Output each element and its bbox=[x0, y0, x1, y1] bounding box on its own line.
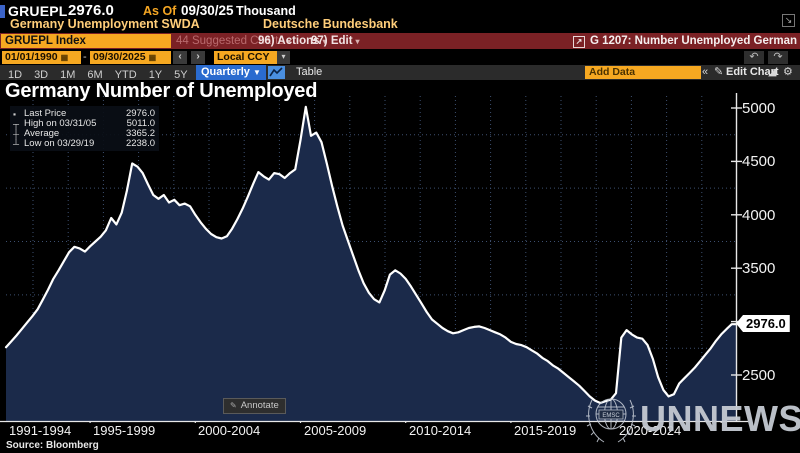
chart-toolbar: 1D3D1M6MYTD1Y5YMax Quarterly ▼ Table Add… bbox=[0, 65, 800, 81]
x-axis-label: 2020-2024 bbox=[619, 423, 682, 438]
calendar-icon: ▦ bbox=[60, 53, 69, 62]
chart-plot-area[interactable] bbox=[0, 80, 800, 423]
range-bar: 01/01/1990 ▦ - 09/30/2025 ▦ ‹ › Local CCY … bbox=[0, 50, 800, 65]
header-row-1: GRUEPL 2976.0 As Of 09/30/25 Thousand ↘ bbox=[0, 2, 800, 27]
end-date-input[interactable]: 09/30/2025 ▦ bbox=[90, 51, 171, 64]
legend-value: 5011.0 bbox=[126, 118, 155, 129]
edit-chart-button[interactable]: Edit Chart bbox=[726, 66, 779, 78]
last-price-marker-icon: ▪ bbox=[13, 109, 17, 119]
as-of-date: 09/30/25 bbox=[181, 3, 234, 18]
pencil-icon[interactable]: ✎ bbox=[714, 66, 724, 78]
annotate-pencil-icon: ✎ bbox=[230, 401, 237, 410]
legend-label: Average bbox=[24, 128, 60, 139]
prev-period-button[interactable]: ‹ bbox=[173, 51, 187, 64]
average-marker-icon: ┼ bbox=[13, 129, 20, 139]
watermark: UNNEWS bbox=[640, 398, 800, 439]
period-button-5y[interactable]: 5Y bbox=[174, 69, 188, 81]
legend-row-last-price: ▪ Last Price 2976.0 bbox=[13, 108, 155, 120]
x-axis-label: 2005-2009 bbox=[304, 423, 367, 438]
y-axis-tick-label: 3500 bbox=[742, 260, 776, 277]
last-price-badge: 2976.0 bbox=[736, 315, 790, 332]
as-of-label: As Of bbox=[143, 4, 177, 18]
ticker-symbol: GRUEPL bbox=[8, 3, 68, 19]
dropdown-arrow-icon: ▾ bbox=[355, 37, 360, 46]
edit-menu[interactable]: 97) Edit ▾ bbox=[311, 35, 360, 47]
header-row-2: Germany Unemployment SWDA Deutsche Bunde… bbox=[0, 17, 800, 32]
table-button[interactable]: Table bbox=[296, 66, 323, 78]
chart-edit-icon[interactable]: ◢ bbox=[768, 66, 777, 78]
security-description: Germany Unemployment SWDA bbox=[10, 17, 200, 31]
low-marker-icon: ┴ bbox=[13, 139, 20, 149]
period-button-1m[interactable]: 1M bbox=[60, 69, 76, 81]
dropdown-arrow-icon: ▼ bbox=[252, 68, 261, 77]
legend-value: 3365.2 bbox=[125, 128, 155, 139]
legend-label: Last Price bbox=[24, 108, 67, 119]
currency-select[interactable]: Local CCY bbox=[214, 51, 277, 64]
annotate-button[interactable]: ✎ Annotate bbox=[223, 398, 286, 414]
chart-tag[interactable]: ↗ G 1207: Number Unemployed German bbox=[572, 34, 797, 48]
series-area-fill bbox=[6, 106, 736, 422]
legend-row-high: ┬ High on 03/31/05 5011.0 bbox=[13, 118, 155, 130]
unit-label: Thousand bbox=[236, 4, 296, 18]
source-attribution: Source: Bloomberg bbox=[6, 440, 99, 451]
period-button-6m[interactable]: 6M bbox=[87, 69, 103, 81]
export-icon: ↗ bbox=[572, 36, 585, 48]
security-input[interactable]: GRUEPL Index bbox=[1, 34, 171, 48]
window-accent-marker bbox=[0, 5, 5, 18]
line-chart-type-button[interactable] bbox=[268, 66, 285, 79]
data-source-org: Deutsche Bundesbank bbox=[263, 17, 398, 31]
chart-legend: ▪ Last Price 2976.0 ┬ High on 03/31/05 5… bbox=[10, 106, 159, 151]
legend-row-average: ┼ Average 3365.2 bbox=[13, 128, 155, 140]
collapse-icon[interactable]: « bbox=[702, 66, 709, 78]
calendar-icon: ▦ bbox=[148, 53, 157, 62]
y-axis-tick-label: 5000 bbox=[742, 100, 776, 117]
add-data-input[interactable]: Add Data bbox=[585, 66, 701, 79]
frequency-select[interactable]: Quarterly ▼ bbox=[196, 65, 266, 80]
legend-row-low: ┴ Low on 03/29/19 2238.0 bbox=[13, 138, 155, 150]
un-emblem-icon: EMSC bbox=[586, 398, 636, 443]
chart-title: Germany Number of Unemployed bbox=[5, 80, 318, 102]
legend-label: Low on 03/29/19 bbox=[24, 138, 95, 149]
expand-icon[interactable]: ↘ bbox=[782, 14, 795, 27]
currency-dropdown-arrow[interactable]: ▾ bbox=[277, 51, 290, 64]
period-button-3d[interactable]: 3D bbox=[34, 69, 49, 81]
last-price-value: 2976.0 bbox=[68, 2, 114, 19]
line-chart-icon bbox=[269, 67, 283, 77]
x-axis-label: 2010-2014 bbox=[409, 423, 472, 438]
legend-value: 2238.0 bbox=[125, 138, 155, 149]
legend-label: High on 03/31/05 bbox=[24, 118, 97, 129]
period-button-1y[interactable]: 1Y bbox=[148, 69, 163, 81]
date-range-separator: - bbox=[83, 51, 87, 63]
redo-icon[interactable]: ↷ bbox=[768, 51, 788, 64]
gear-icon[interactable]: ⚙ bbox=[783, 66, 793, 78]
y-axis-tick-label: 4500 bbox=[742, 153, 776, 170]
emblem-text: EMSC bbox=[602, 413, 620, 419]
x-axis-label: 1995-1999 bbox=[93, 423, 156, 438]
dropdown-arrow-icon: ▾ bbox=[322, 37, 327, 46]
start-date-input[interactable]: 01/01/1990 ▦ bbox=[2, 51, 81, 64]
period-button-ytd[interactable]: YTD bbox=[114, 69, 137, 81]
suggested-charts-menu[interactable]: 44 Suggested Charts ▾ bbox=[176, 35, 292, 47]
y-axis-tick-label: 2500 bbox=[742, 367, 776, 384]
series-line bbox=[4, 105, 738, 405]
undo-icon[interactable]: ↶ bbox=[744, 51, 764, 64]
legend-value: 2976.0 bbox=[125, 108, 155, 119]
y-axis-tick-label: 4000 bbox=[742, 207, 776, 224]
next-period-button[interactable]: › bbox=[191, 51, 205, 64]
x-axis-label: 1991-1994 bbox=[9, 423, 72, 438]
x-axis-label: 2000-2004 bbox=[198, 423, 261, 438]
command-bar: GRUEPL Index 44 Suggested Charts ▾ 96) Ac… bbox=[0, 33, 800, 49]
x-axis-label: 2015-2019 bbox=[514, 423, 577, 438]
dropdown-arrow-icon: ▾ bbox=[287, 37, 292, 46]
high-marker-icon: ┬ bbox=[13, 119, 20, 129]
actions-menu[interactable]: 96) Actions ▾ bbox=[258, 35, 327, 47]
period-button-1d[interactable]: 1D bbox=[8, 69, 23, 81]
